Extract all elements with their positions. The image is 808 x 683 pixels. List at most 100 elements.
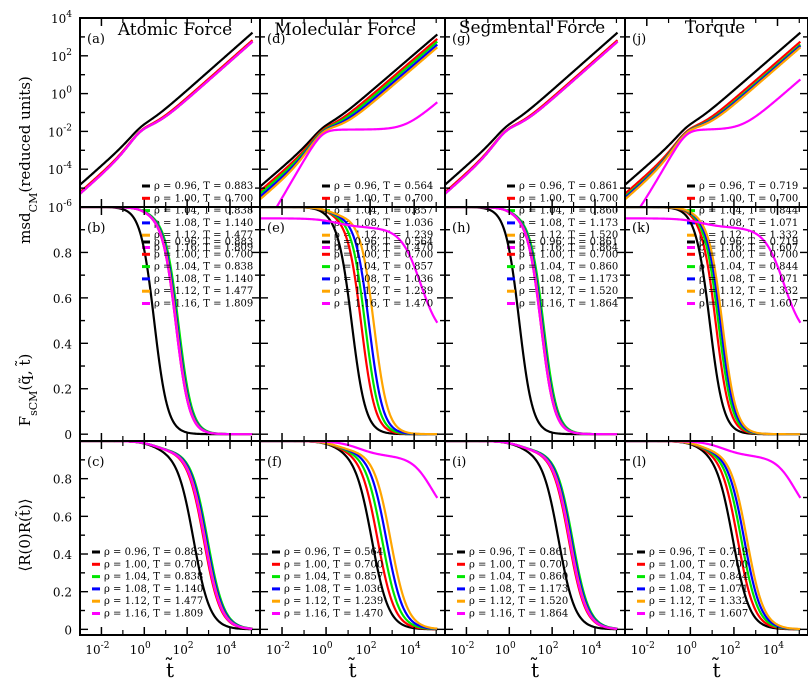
y-tick-label: 0.8 (53, 473, 72, 487)
legend-entry: ρ = 1.16, T = 1.809 (154, 299, 253, 310)
tick-base: 10 (356, 643, 371, 657)
curve-d-series-5 (275, 101, 438, 207)
curve-k-series-5 (625, 217, 802, 324)
legend-entry: ρ = 1.12, T = 1.239 (334, 286, 433, 297)
x-tick-label: 102 (538, 641, 559, 657)
legend-entry: ρ = 1.08, T = 1.036 (334, 218, 433, 229)
curve-j-series-1 (625, 40, 802, 195)
legend-entry: ρ = 1.12, T = 1.477 (154, 230, 253, 241)
panel-curves (625, 31, 802, 207)
legend-entry: ρ = 1.04, T = 0.860 (469, 572, 568, 583)
x-axis-label: t̃ (165, 656, 174, 682)
legend-entry: ρ = 0.96, T = 0.883 (104, 547, 203, 558)
panel-curves (260, 33, 439, 207)
legend-entry: ρ = 1.08, T = 1.071 (699, 218, 798, 229)
legend-entry: ρ = 1.00, T = 0.700 (699, 249, 798, 260)
tick-exponent: 0 (691, 641, 697, 651)
curve-g-series-0 (445, 31, 619, 186)
legend-entry: ρ = 1.04, T = 0.838 (104, 572, 203, 583)
legend-entry: ρ = 1.16, T = 1.470 (334, 243, 433, 254)
tick-base: 10 (173, 643, 188, 657)
legend-entry: ρ = 1.12, T = 1.477 (154, 286, 253, 297)
panel-label: (d) (267, 32, 285, 47)
legend-entry: ρ = 1.04, T = 0.838 (154, 262, 253, 273)
y-tick-labels: 10-610-410-210010210400.20.40.60.800.20.… (48, 10, 72, 637)
legend-entry: ρ = 1.04, T = 0.838 (154, 206, 253, 217)
tick-base: 10 (495, 643, 510, 657)
legend-entry: ρ = 1.08, T = 1.140 (154, 274, 253, 285)
curve-d-series-1 (260, 38, 439, 192)
curve-e-series-5 (260, 217, 439, 324)
column-titles: Atomic Force Molecular Force Segmental F… (117, 18, 745, 40)
x-tick-label: 104 (215, 641, 236, 657)
legend-entry: ρ = 1.00, T = 0.700 (154, 193, 253, 204)
x-tick-label: 100 (676, 641, 697, 657)
legend-entry: ρ = 0.96, T = 0.883 (154, 181, 253, 192)
panel-curves (80, 31, 254, 195)
y-tick-label: 0.4 (53, 337, 72, 351)
legend-entry: ρ = 0.96, T = 0.861 (519, 181, 618, 192)
legend-entry: ρ = 1.08, T = 1.173 (469, 584, 568, 595)
legend-entry: ρ = 1.08, T = 1.140 (104, 584, 203, 595)
legend-entry: ρ = 0.96, T = 0.564 (334, 181, 433, 192)
legend-entry: ρ = 1.00, T = 0.700 (334, 249, 433, 260)
legend-entry: ρ = 0.96, T = 0.883 (154, 237, 253, 248)
x-tick-label: 104 (400, 641, 421, 657)
y-tick-label: 0.2 (53, 586, 72, 600)
curve-d-series-2 (260, 40, 439, 195)
x-tick-label: 10-2 (266, 641, 290, 657)
legend-entry: ρ = 1.16, T = 1.607 (649, 609, 748, 620)
legend-entry: ρ = 1.04, T = 0.860 (519, 206, 618, 217)
y-label-rotcorr: ⟨R(0)R(t̃)⟩ (15, 498, 34, 571)
x-tick-label: 100 (312, 641, 333, 657)
tick-base: 10 (48, 201, 63, 215)
legend-entry: ρ = 1.12, T = 1.520 (469, 596, 568, 607)
legend-entry: ρ = 1.16, T = 1.470 (334, 299, 433, 310)
tick-base: 10 (48, 163, 63, 177)
legend-entry: ρ = 1.00, T = 0.700 (519, 193, 618, 204)
legend-entry: ρ = 1.12, T = 1.477 (104, 596, 203, 607)
legend-entry: ρ = 1.00, T = 0.700 (519, 249, 618, 260)
legend-entry: ρ = 1.00, T = 0.700 (154, 249, 253, 260)
legend-entry: ρ = 0.96, T = 0.861 (519, 237, 618, 248)
panel-label: (h) (452, 221, 471, 236)
tick-base: 10 (51, 50, 66, 64)
tick-exponent: 2 (188, 641, 194, 651)
y-tick-label: 10-6 (48, 199, 72, 215)
curve-a-series-5 (80, 40, 254, 195)
tick-exponent: 2 (553, 641, 559, 651)
x-tick-label: 100 (130, 641, 151, 657)
tick-exponent: 0 (510, 641, 516, 651)
tick-exponent: 2 (66, 48, 72, 58)
legend-entry: ρ = 1.16, T = 1.864 (469, 609, 568, 620)
y-tick-label: 0.2 (53, 383, 72, 397)
x-tick-label: 10-2 (450, 641, 474, 657)
panel-label: (j) (632, 32, 646, 47)
y-label-msd-sub: CM (27, 193, 40, 213)
legend-entry: ρ = 1.12, T = 1.332 (699, 230, 798, 241)
curve-j-series-4 (625, 46, 802, 201)
x-axis-label: t̃ (530, 656, 539, 682)
row-y-labels: msdCM(reduced units) FsCM(q̃, t̃) ⟨R(0)R… (15, 76, 40, 572)
y-tick-label: 0.6 (53, 292, 72, 306)
tick-exponent: -2 (281, 641, 290, 651)
y-tick-label: 102 (51, 48, 72, 64)
tick-exponent: -6 (63, 199, 72, 209)
x-tick-label: 102 (356, 641, 377, 657)
legend-entry: ρ = 0.96, T = 0.564 (334, 237, 433, 248)
legend-entry: ρ = 1.08, T = 1.140 (154, 218, 253, 229)
tick-base: 10 (400, 643, 415, 657)
tick-exponent: 4 (415, 641, 421, 651)
tick-exponent: 0 (327, 641, 333, 651)
panel-label: (k) (632, 221, 650, 236)
legend-entry: ρ = 1.08, T = 1.036 (284, 584, 383, 595)
